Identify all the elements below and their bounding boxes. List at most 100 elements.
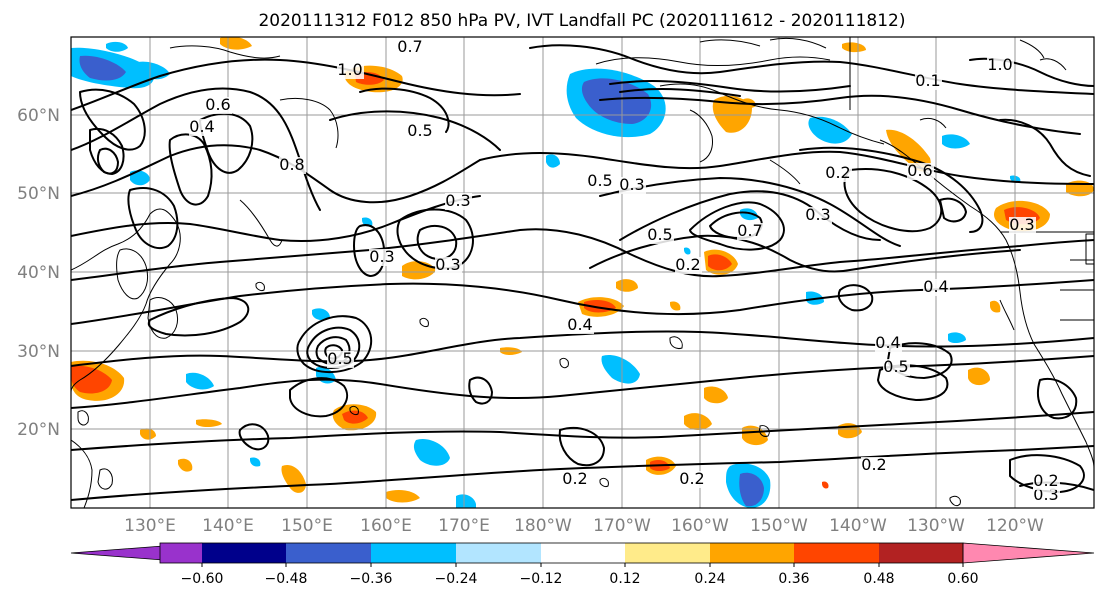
colorbar-tick-label: −0.12 bbox=[520, 571, 563, 587]
contour-label: 0.2 bbox=[562, 469, 589, 488]
lon-label: 130°E bbox=[124, 516, 176, 536]
colorbar-bin bbox=[541, 543, 625, 563]
map-frame bbox=[70, 36, 1095, 509]
contour-label: 0.5 bbox=[327, 349, 354, 368]
lon-label: 130°W bbox=[907, 516, 965, 536]
svg-text:0.5: 0.5 bbox=[647, 225, 672, 244]
lon-label: 180°W bbox=[514, 516, 572, 536]
svg-text:0.2: 0.2 bbox=[675, 255, 700, 274]
colorbar-bin bbox=[456, 543, 541, 563]
lat-label: 30°N bbox=[17, 342, 60, 362]
contour-label: 0.2 bbox=[675, 255, 702, 274]
svg-text:0.5: 0.5 bbox=[587, 171, 612, 190]
lat-label: 60°N bbox=[17, 106, 60, 126]
svg-text:0.2: 0.2 bbox=[861, 455, 886, 474]
colorbar-tick-label: −0.24 bbox=[435, 571, 478, 587]
svg-text:0.5: 0.5 bbox=[327, 349, 352, 368]
contour-label: 0.8 bbox=[279, 155, 306, 174]
colorbar-bin bbox=[710, 543, 794, 563]
lon-label: 170°W bbox=[593, 516, 651, 536]
lon-label: 150°E bbox=[281, 516, 333, 536]
lat-label: 40°N bbox=[17, 263, 60, 283]
contour-label: 0.5 bbox=[647, 225, 674, 244]
contour-label: 0.2 bbox=[825, 163, 852, 182]
svg-text:0.2: 0.2 bbox=[562, 469, 587, 488]
contour-label: 0.4 bbox=[567, 315, 594, 334]
svg-text:0.3: 0.3 bbox=[445, 191, 470, 210]
lon-label: 120°W bbox=[986, 516, 1044, 536]
colorbar-tick-label: −0.36 bbox=[350, 571, 393, 587]
colorbar-tick-label: −0.60 bbox=[181, 571, 224, 587]
lat-label: 50°N bbox=[17, 184, 60, 204]
svg-text:1.0: 1.0 bbox=[337, 60, 362, 79]
colorbar-tick-label: 0.60 bbox=[947, 571, 978, 587]
contour-label: 0.4 bbox=[189, 117, 216, 136]
contour-label: 0.7 bbox=[397, 37, 424, 56]
colorbar-bin bbox=[286, 543, 371, 563]
svg-text:0.3: 0.3 bbox=[369, 247, 394, 266]
colorbar: −0.60 −0.48 −0.36 −0.24 −0.12 0.12 0.24 0.36 0.4… bbox=[70, 542, 1095, 587]
colorbar-extend-high bbox=[962, 542, 1095, 564]
lon-label: 140°W bbox=[829, 516, 887, 536]
lon-label: 170°E bbox=[438, 516, 490, 536]
contour-label: 0.3 bbox=[435, 255, 462, 274]
svg-text:0.1: 0.1 bbox=[915, 71, 940, 90]
contour-label: 0.4 bbox=[875, 333, 902, 352]
svg-text:0.3: 0.3 bbox=[1009, 215, 1034, 234]
contour-labels: 0.7 1.0 0.6 0.4 0.5 0.8 0.3 0.2 0.3 0.3 0.5 0.7 0.3 0… bbox=[189, 37, 1060, 504]
contour-label: 0.3 bbox=[805, 205, 832, 224]
coastlines bbox=[71, 37, 1094, 508]
contour-label: 0.3 bbox=[369, 247, 396, 266]
colorbar-bin bbox=[625, 543, 710, 563]
svg-text:0.7: 0.7 bbox=[397, 37, 422, 56]
contour-label: 0.5 bbox=[587, 171, 614, 190]
contour-label: 0.3 bbox=[619, 175, 646, 194]
svg-text:0.2: 0.2 bbox=[1033, 471, 1058, 490]
lon-label: 160°E bbox=[360, 516, 412, 536]
colorbar-tick-label: 0.36 bbox=[778, 571, 809, 587]
contour-label: 0.2 bbox=[861, 455, 888, 474]
svg-text:0.3: 0.3 bbox=[435, 255, 460, 274]
lat-label: 20°N bbox=[17, 420, 60, 440]
svg-text:0.2: 0.2 bbox=[825, 163, 850, 182]
svg-text:0.6: 0.6 bbox=[205, 95, 230, 114]
longitude-labels: 130°E 140°E 150°E 160°E 170°E 180°W 170°… bbox=[124, 516, 1044, 536]
contour-label: 0.1 bbox=[915, 71, 942, 90]
lon-label: 160°W bbox=[671, 516, 729, 536]
colorbar-tick-label: 0.48 bbox=[863, 571, 894, 587]
svg-text:0.3: 0.3 bbox=[619, 175, 644, 194]
svg-text:0.4: 0.4 bbox=[923, 277, 948, 296]
contour-label: 0.6 bbox=[205, 95, 232, 114]
contour-label: 0.5 bbox=[407, 121, 434, 140]
map-area: 0.7 1.0 0.6 0.4 0.5 0.8 0.3 0.2 0.3 0.3 0.5 0.7 0.3 0… bbox=[71, 37, 1094, 508]
svg-text:0.2: 0.2 bbox=[679, 469, 704, 488]
contour-label: 1.0 bbox=[987, 55, 1014, 74]
svg-text:0.3: 0.3 bbox=[805, 205, 830, 224]
svg-text:0.4: 0.4 bbox=[567, 315, 592, 334]
lon-label: 140°E bbox=[202, 516, 254, 536]
colorbar-bin bbox=[160, 543, 202, 563]
colorbar-bin bbox=[794, 543, 879, 563]
contour-label: 0.7 bbox=[737, 221, 764, 240]
colorbar-bin bbox=[371, 543, 456, 563]
contour-label: 0.5 bbox=[883, 357, 910, 376]
colorbar-tick-label: 0.12 bbox=[609, 571, 640, 587]
svg-text:0.6: 0.6 bbox=[907, 161, 932, 180]
svg-text:1.0: 1.0 bbox=[987, 55, 1012, 74]
svg-text:0.5: 0.5 bbox=[883, 357, 908, 376]
colorbar-tick-label: 0.24 bbox=[694, 571, 725, 587]
svg-text:0.7: 0.7 bbox=[737, 221, 762, 240]
contour-label: 0.3 bbox=[1009, 215, 1036, 234]
svg-text:0.4: 0.4 bbox=[875, 333, 900, 352]
colorbar-tick-label: −0.48 bbox=[265, 571, 308, 587]
contour-label: 1.0 bbox=[337, 60, 364, 79]
latitude-labels: 60°N 50°N 40°N 30°N 20°N bbox=[17, 106, 60, 440]
contour-label: 0.3 bbox=[445, 191, 472, 210]
svg-text:0.5: 0.5 bbox=[407, 121, 432, 140]
contour-label: 0.4 bbox=[923, 277, 950, 296]
svg-text:0.4: 0.4 bbox=[189, 117, 214, 136]
svg-text:0.8: 0.8 bbox=[279, 155, 304, 174]
colorbar-bin bbox=[879, 543, 963, 563]
contour-label: 0.2 bbox=[1033, 471, 1060, 490]
